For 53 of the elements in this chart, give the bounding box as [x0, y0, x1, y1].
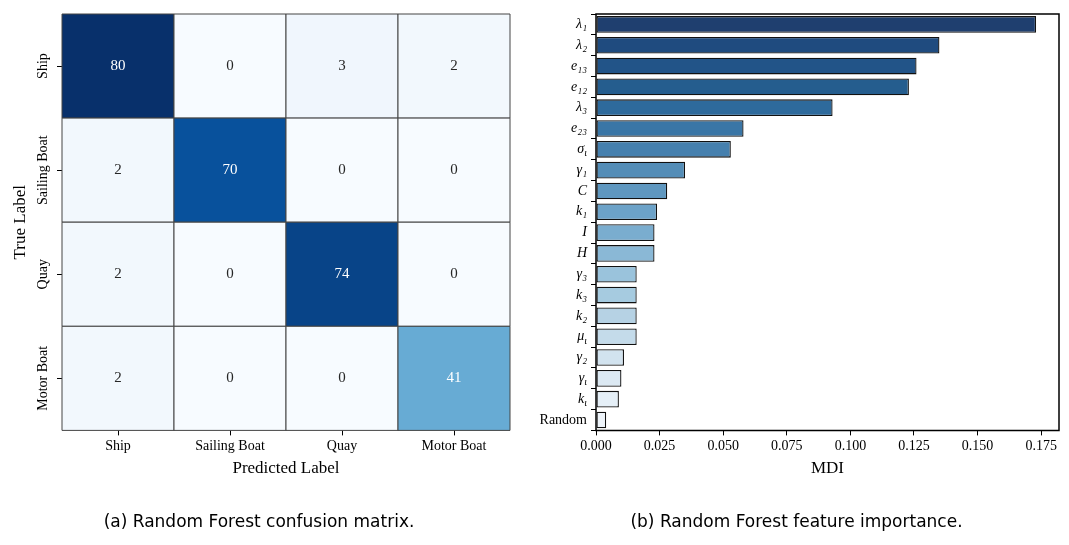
y-tick-label: e₂₃	[571, 120, 588, 136]
data-label: 0	[338, 161, 346, 178]
y-tick-label: λ₂	[575, 36, 588, 52]
data-label: 74	[334, 265, 350, 282]
y-tick-label: k₁	[575, 203, 588, 219]
data-label: 0	[226, 56, 234, 73]
y-tick-label: C	[577, 182, 588, 198]
y-tick-label: Random	[539, 411, 588, 427]
x-tick-label: 0.175	[1025, 438, 1057, 454]
y-tick-label: Motor Boat	[34, 345, 50, 411]
x-tick-label: Sailing Boat	[195, 438, 265, 454]
y-tick-label: H	[575, 245, 588, 261]
data-label: 0	[226, 369, 234, 386]
x-tick-label: Ship	[105, 438, 131, 454]
data-label: 0	[450, 161, 458, 178]
data-label: 80	[110, 56, 126, 73]
text: (b) Random Forest feature importance.	[630, 511, 963, 532]
x-tick-label: 0.075	[771, 438, 803, 454]
data-label: 2	[450, 56, 458, 73]
y-tick-label: γ₁	[576, 161, 588, 177]
y-axis-title: True Label	[9, 184, 29, 260]
x-tick-label: Quay	[326, 438, 358, 454]
data-label: 2	[114, 161, 122, 178]
y-tick-label: e₁₃	[571, 57, 588, 73]
data-label: 2	[114, 265, 122, 282]
data-label: 70	[222, 161, 238, 178]
x-tick-label: 0.150	[961, 438, 994, 454]
x-axis-title: Predicted Label	[232, 457, 340, 477]
text: (a) Random Forest confusion matrix.	[103, 511, 415, 532]
x-tick-label: 0.000	[580, 438, 612, 454]
x-tick-label: 0.050	[707, 438, 739, 454]
x-tick-label: Motor Boat	[421, 438, 487, 454]
data-label: 2	[114, 369, 122, 386]
y-tick-label: γ₃	[576, 265, 588, 281]
y-tick-label: Sailing Boat	[34, 135, 50, 205]
y-tick-label: k₂	[575, 307, 588, 323]
y-tick-label: I	[581, 224, 589, 240]
y-tick-label: e₁₂	[571, 78, 588, 94]
data-label: 41	[446, 369, 462, 386]
y-tick-label: γ₂	[576, 349, 588, 365]
y-tick-label: λ₁	[575, 16, 588, 32]
data-label: 0	[338, 369, 346, 386]
x-tick-label: 0.025	[643, 438, 676, 454]
y-tick-label: Ship	[34, 53, 50, 79]
x-axis-title: MDI	[810, 457, 845, 477]
y-tick-label: Quay	[34, 259, 50, 290]
data-label: 0	[450, 265, 458, 282]
x-tick-label: 0.125	[898, 438, 930, 454]
y-tick-label: λ₃	[575, 99, 588, 115]
data-label: 0	[226, 265, 234, 282]
x-tick-label: 0.100	[834, 438, 867, 454]
y-tick-label: k₃	[575, 286, 588, 302]
data-label: 3	[338, 56, 346, 73]
